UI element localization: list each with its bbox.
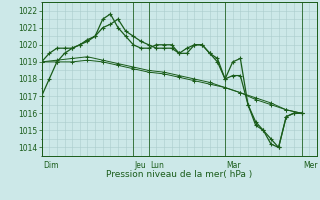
Text: Dim: Dim xyxy=(43,161,58,170)
Text: Lun: Lun xyxy=(150,161,164,170)
X-axis label: Pression niveau de la mer( hPa ): Pression niveau de la mer( hPa ) xyxy=(106,170,252,179)
Text: Jeu: Jeu xyxy=(135,161,146,170)
Text: Mer: Mer xyxy=(303,161,317,170)
Text: Mar: Mar xyxy=(226,161,241,170)
